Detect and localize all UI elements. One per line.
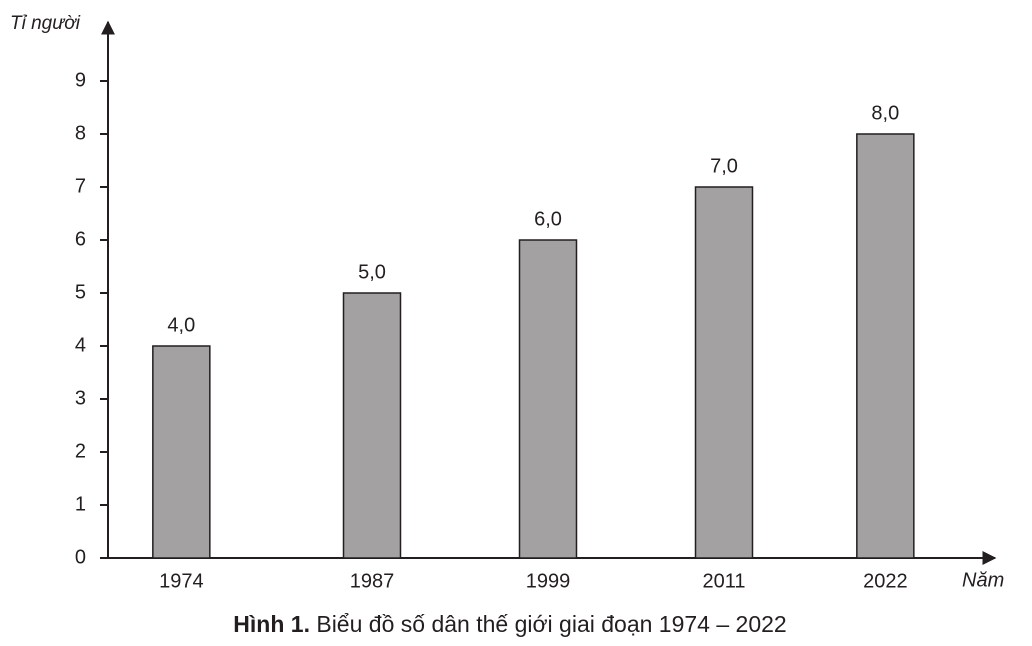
bar (856, 133, 915, 559)
bar (342, 292, 402, 559)
x-tick-label: 2022 (863, 570, 908, 592)
y-tick-label: 4 (75, 334, 86, 356)
bar (694, 186, 754, 559)
data-label: 4,0 (167, 314, 195, 336)
x-tick-label: 1999 (526, 570, 571, 592)
bar (518, 239, 578, 559)
y-tick-label: 2 (75, 440, 86, 462)
data-label: 6,0 (534, 208, 562, 230)
y-tick-label: 7 (75, 175, 86, 197)
x-axis-label: Năm (962, 569, 1004, 591)
caption-label: Hình 1. (233, 611, 310, 637)
data-label: 8,0 (871, 102, 899, 124)
caption: Hình 1. Biểu đồ số dân thế giới giai đoạ… (233, 611, 786, 637)
bar (152, 345, 211, 559)
y-tick-label: 3 (75, 387, 86, 409)
x-tick-label: 2011 (702, 570, 745, 592)
y-tick-label: 5 (75, 281, 86, 303)
y-tick-label: 0 (75, 546, 86, 568)
y-tick-label: 6 (75, 228, 86, 250)
y-tick-label: 9 (75, 69, 86, 91)
y-axis-label: Tỉ người (10, 13, 81, 34)
data-label: 5,0 (358, 261, 386, 283)
x-tick-label: 1974 (159, 570, 204, 592)
chart-title: Biểu đồ số dân thế giới giai đoạn 1974 –… (316, 611, 786, 637)
y-tick-label: 1 (75, 493, 86, 515)
x-tick-label: 1987 (350, 570, 395, 592)
data-label: 7,0 (710, 155, 738, 177)
y-tick-label: 8 (75, 122, 86, 144)
